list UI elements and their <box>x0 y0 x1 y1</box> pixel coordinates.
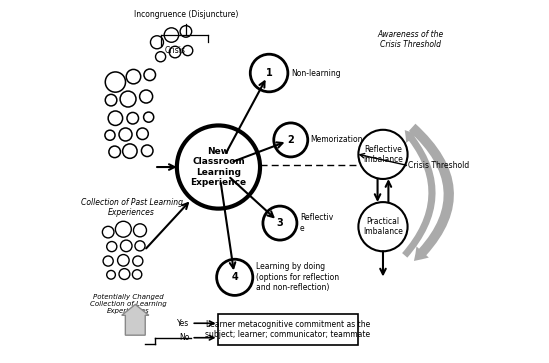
Text: No: No <box>179 333 189 342</box>
Circle shape <box>135 241 145 251</box>
Circle shape <box>358 130 407 179</box>
Circle shape <box>139 90 153 103</box>
Circle shape <box>105 94 117 106</box>
Circle shape <box>103 256 113 266</box>
Circle shape <box>142 145 153 156</box>
Circle shape <box>169 46 181 58</box>
Circle shape <box>164 28 178 42</box>
Circle shape <box>150 36 164 49</box>
FancyArrowPatch shape <box>402 130 435 258</box>
Circle shape <box>120 240 132 252</box>
Circle shape <box>105 130 115 140</box>
Text: Reflective
Imbalance: Reflective Imbalance <box>363 145 403 164</box>
Text: New
Classroom
Learning
Experience: New Classroom Learning Experience <box>191 147 247 187</box>
Text: Reflectiv
e: Reflectiv e <box>300 213 333 233</box>
Text: Learner metacognitive commitment as the
subject; learner; communicator; teammate: Learner metacognitive commitment as the … <box>205 320 371 339</box>
Circle shape <box>183 45 193 56</box>
Circle shape <box>132 270 142 279</box>
Circle shape <box>250 54 288 92</box>
Circle shape <box>133 256 143 266</box>
Circle shape <box>127 113 138 124</box>
Circle shape <box>126 69 141 84</box>
Circle shape <box>133 224 147 237</box>
Circle shape <box>177 126 260 209</box>
Circle shape <box>120 91 136 107</box>
Text: Awareness of the
Crisis Threshold: Awareness of the Crisis Threshold <box>377 30 443 49</box>
Circle shape <box>102 227 114 238</box>
Circle shape <box>144 112 154 122</box>
Circle shape <box>117 254 129 266</box>
Text: 4: 4 <box>231 272 238 282</box>
Circle shape <box>155 52 166 62</box>
Text: 1: 1 <box>266 68 272 78</box>
Circle shape <box>119 128 132 141</box>
Text: Memorization: Memorization <box>311 135 363 144</box>
Text: Non-learning: Non-learning <box>291 69 340 78</box>
Circle shape <box>144 69 155 81</box>
Circle shape <box>105 72 126 92</box>
Circle shape <box>107 270 115 279</box>
Text: Learning by doing
(options for reflection
and non-reflection): Learning by doing (options for reflectio… <box>256 262 339 292</box>
Circle shape <box>108 111 122 126</box>
FancyArrow shape <box>122 305 149 335</box>
Text: Incongruence (Disjuncture): Incongruence (Disjuncture) <box>134 10 238 19</box>
Text: Yes: Yes <box>177 319 189 328</box>
Circle shape <box>137 128 148 139</box>
Text: Potentially Changed
Collection of Learning
Experiences: Potentially Changed Collection of Learni… <box>89 294 166 314</box>
Circle shape <box>180 26 192 37</box>
Circle shape <box>263 206 297 240</box>
FancyArrowPatch shape <box>409 124 454 261</box>
Circle shape <box>358 202 407 251</box>
Circle shape <box>119 269 130 280</box>
Circle shape <box>122 144 137 158</box>
Text: Crisis Threshold: Crisis Threshold <box>408 161 469 170</box>
Circle shape <box>109 146 120 158</box>
Circle shape <box>274 123 308 157</box>
Text: 2: 2 <box>287 135 294 145</box>
Circle shape <box>107 241 117 252</box>
Text: Crisis: Crisis <box>164 46 185 55</box>
Text: Collection of Past Learning
Experiences: Collection of Past Learning Experiences <box>81 198 183 217</box>
Text: 3: 3 <box>277 218 283 228</box>
Circle shape <box>217 259 253 295</box>
Circle shape <box>115 221 131 237</box>
FancyBboxPatch shape <box>219 314 357 345</box>
Text: Practical
Imbalance: Practical Imbalance <box>363 217 403 236</box>
